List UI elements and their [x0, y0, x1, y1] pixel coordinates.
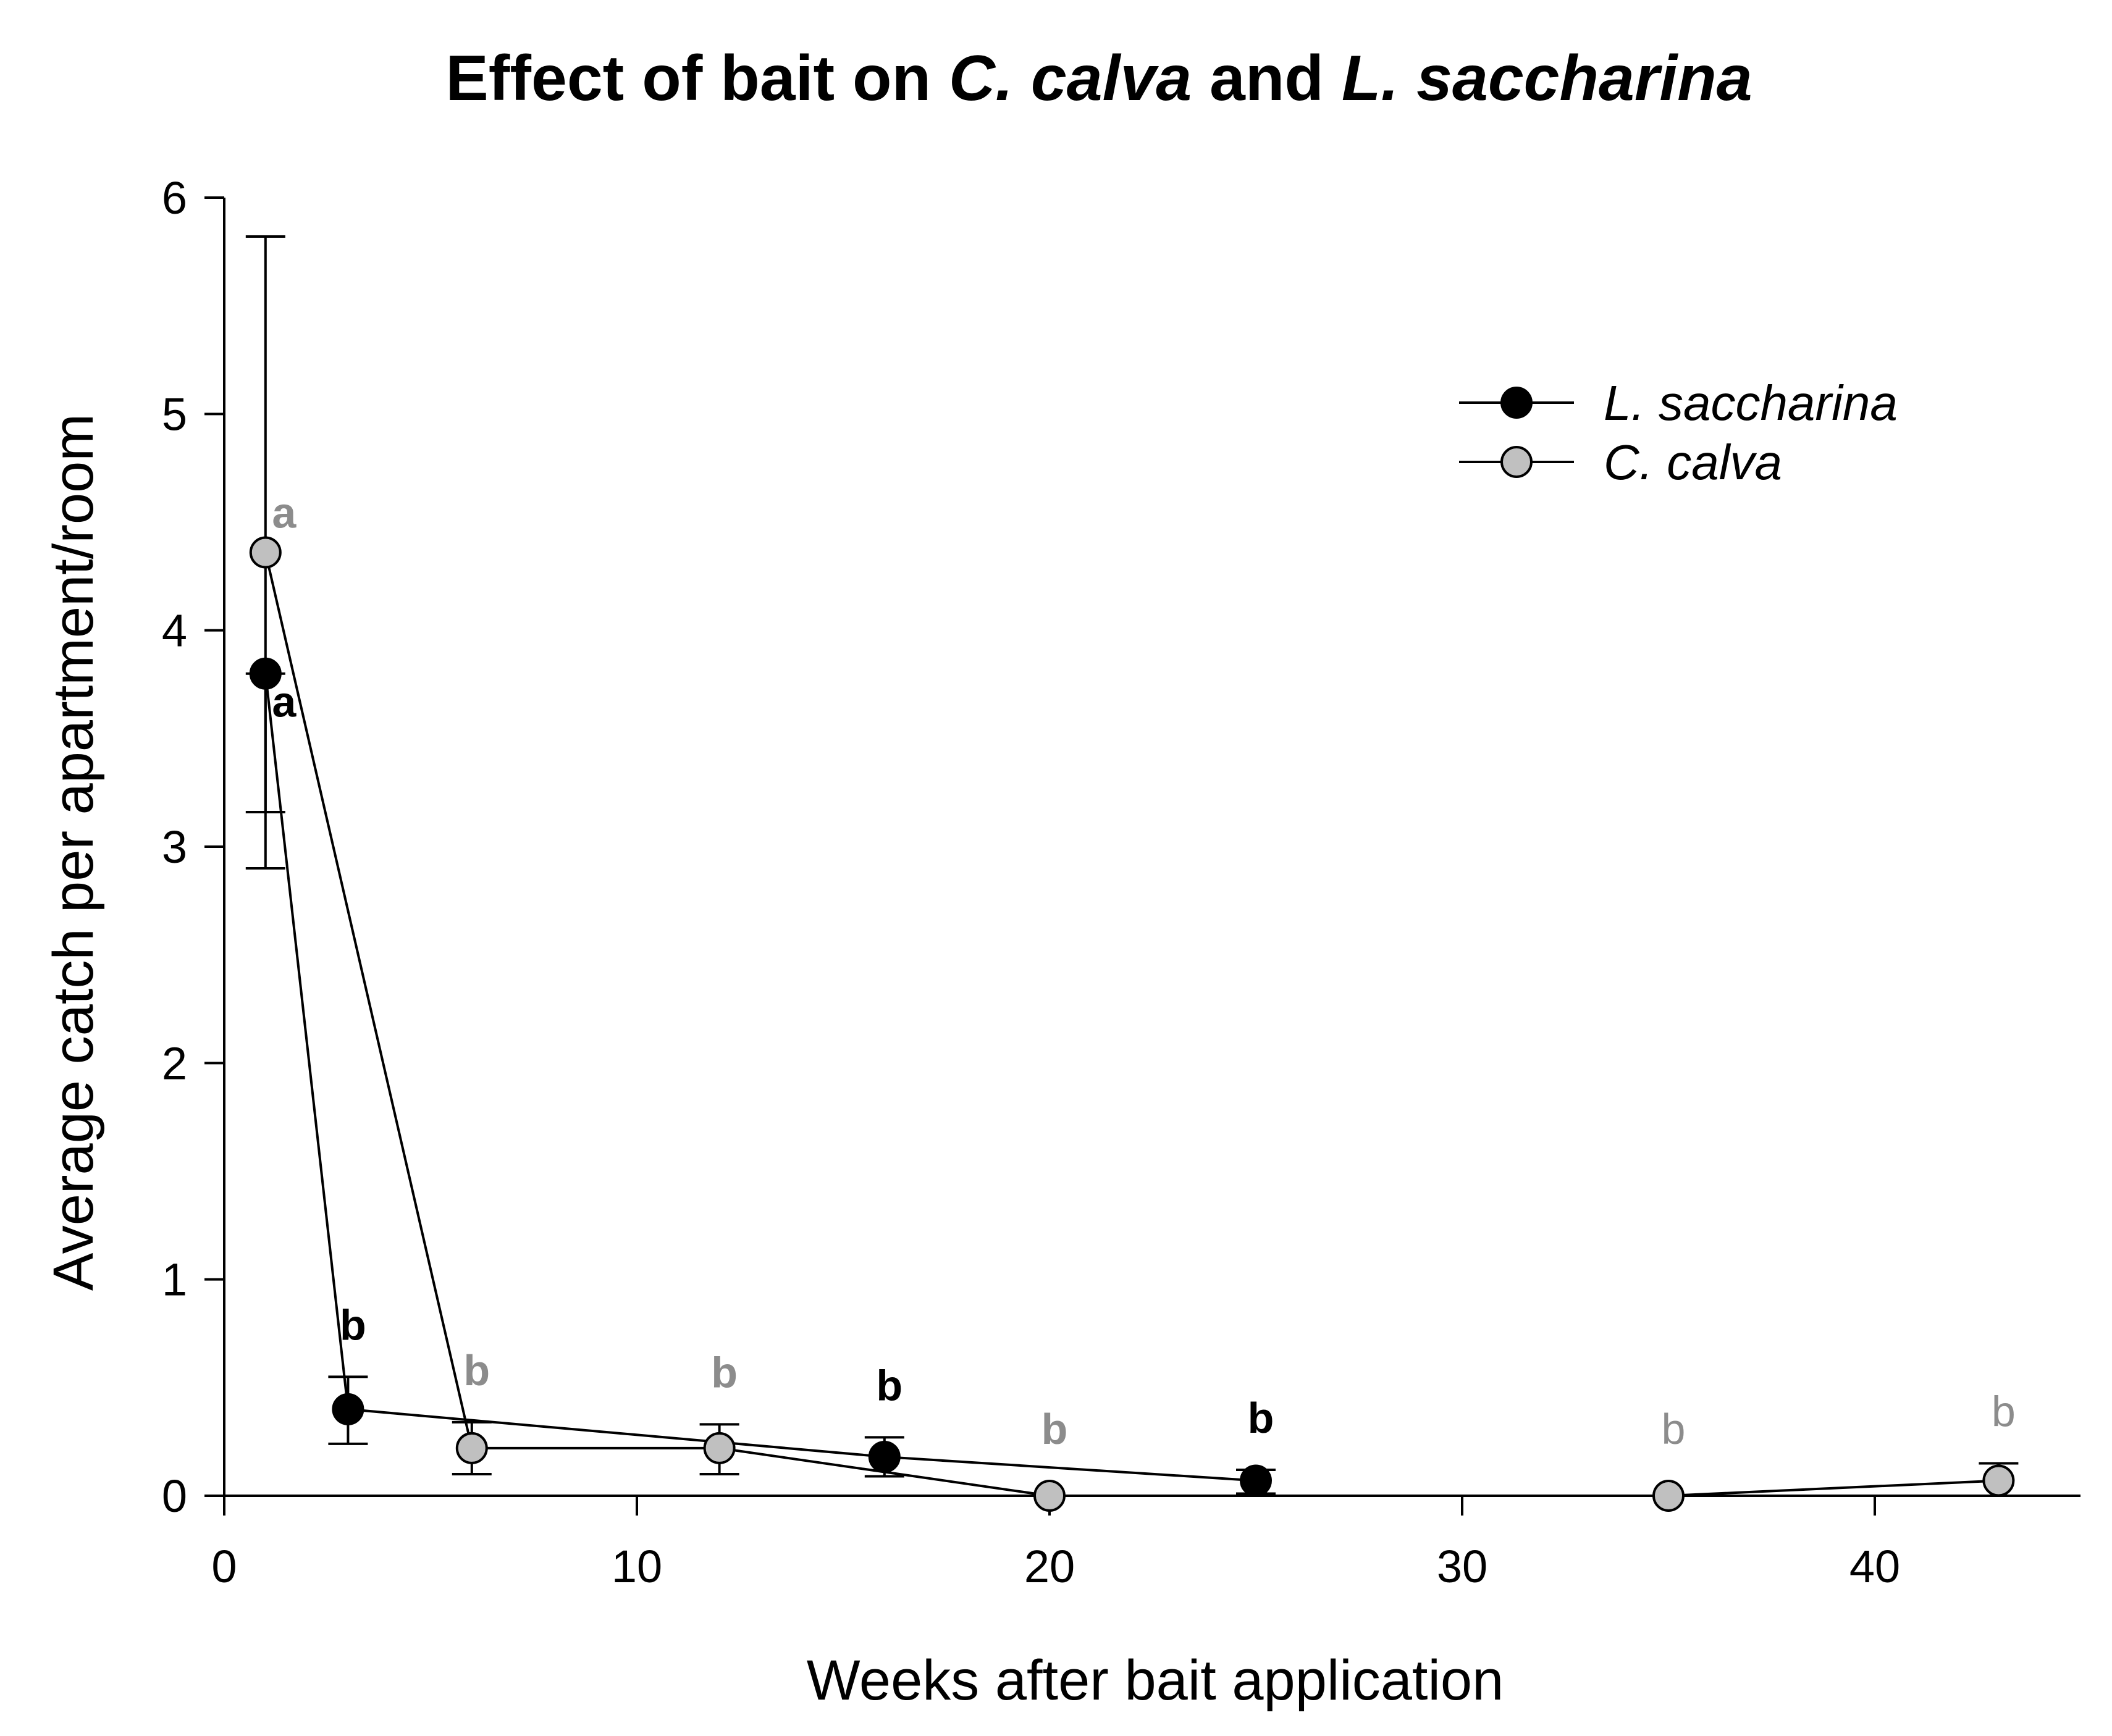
y-tick-label: 0	[162, 1470, 187, 1522]
data-point	[703, 1432, 736, 1464]
y-tick-label: 3	[162, 821, 187, 873]
data-point	[868, 1440, 901, 1473]
data-point	[1033, 1480, 1066, 1512]
significance-label: b	[1041, 1405, 1068, 1453]
data-point	[1982, 1464, 2015, 1497]
series-line-1	[264, 552, 1999, 1497]
y-axis-label: Average catch per apartment/room	[42, 414, 105, 1291]
data-point	[455, 1432, 488, 1464]
legend-marker	[1500, 387, 1533, 419]
significance-label: b	[711, 1348, 738, 1396]
data-point	[249, 657, 282, 690]
significance-label: b	[1992, 1387, 2016, 1435]
chart-title-segment-1: C. calva	[949, 43, 1192, 114]
data-point	[249, 536, 282, 569]
y-tick-label: 1	[162, 1254, 187, 1306]
significance-label: b	[876, 1361, 902, 1409]
significance-label: b	[1248, 1394, 1274, 1442]
significance-label: b	[1662, 1405, 1686, 1453]
x-tick-label: 40	[1849, 1541, 1900, 1592]
significance-label: a	[272, 678, 297, 726]
series-line-0	[264, 673, 1256, 1482]
significance-label: b	[463, 1346, 490, 1394]
y-tick-label: 6	[162, 172, 187, 224]
chart-title: Effect of bait on C. calva and L. saccha…	[445, 43, 1752, 114]
data-point	[332, 1393, 364, 1425]
significance-label: b	[340, 1301, 366, 1349]
significance-label: a	[272, 489, 297, 537]
x-tick-label: 10	[612, 1541, 662, 1592]
x-tick-label: 20	[1024, 1541, 1075, 1592]
chart-title-segment-0: Effect of bait on	[445, 43, 949, 114]
chart-title-segment-2: and	[1192, 43, 1342, 114]
legend-label: L. saccharina	[1604, 375, 1898, 430]
x-tick-label: 30	[1437, 1541, 1487, 1592]
legend-marker	[1500, 446, 1533, 478]
y-tick-label: 2	[162, 1038, 187, 1089]
y-tick-label: 5	[162, 388, 187, 440]
axes: 0 1 2 3 4 5 6 0 10 20 30 40	[162, 172, 2080, 1592]
x-axis-label: Weeks after bait application	[807, 1649, 1504, 1712]
y-tick-label: 4	[162, 605, 187, 656]
legend-label: C. calva	[1604, 435, 1782, 490]
data-point	[1240, 1464, 1272, 1497]
x-tick-label: 0	[211, 1541, 237, 1592]
plot-area: a b b b a b b b b b	[245, 235, 2019, 1512]
data-point	[1652, 1480, 1685, 1512]
chart-title-segment-3: L. saccharina	[1342, 43, 1752, 114]
